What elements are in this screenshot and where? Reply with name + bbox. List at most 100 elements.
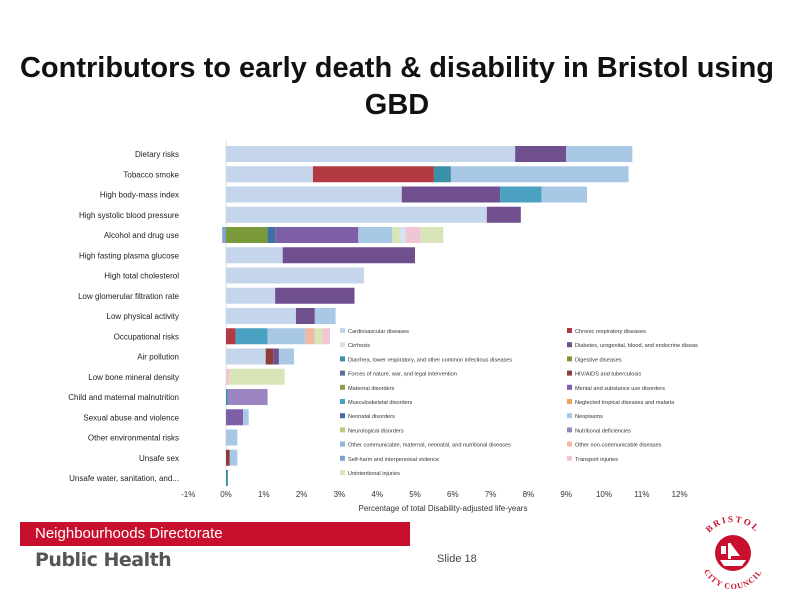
legend-label-nutritional-deficiencies: Nutritional deficiencies (575, 428, 631, 434)
logo-text-top: BRISTOL (704, 514, 761, 534)
x-tick-label: 10% (596, 490, 612, 499)
legend-swatch-mental-and-substance-use-disorders (567, 384, 572, 390)
bar-segment-neoplasms (566, 146, 633, 162)
x-tick-label: 9% (560, 490, 572, 499)
bar-segment-transport-injuries (226, 368, 230, 385)
bar-segment-transport-injuries (322, 328, 330, 345)
legend-label-unintentional-injuries: Unintentional injuries (348, 471, 400, 477)
category-label-low-physical-activity: Low physical activity (107, 312, 179, 321)
bar-segment-cardiovascular-diseases (226, 146, 516, 162)
legend-swatch-neoplasms (567, 413, 572, 419)
svg-text:CITY COUNCIL: CITY COUNCIL (702, 568, 764, 592)
bar-segment-diabetes-urogenital-blood-and-endocrine-diseases (515, 146, 567, 162)
x-tick-label: 1% (258, 490, 270, 499)
legend-label-diarrhea-lower-respiratory-and-other-common-infectious-diseases: Diarrhea, lower respiratory, and other c… (348, 357, 512, 363)
category-label-dietary-risks: Dietary risks (135, 150, 179, 159)
x-tick-label: 2% (296, 490, 308, 499)
legend-label-mental-and-substance-use-disorders: Mental and substance use disorders (575, 386, 665, 392)
legend-label-hiv-aids-and-tuberculosis: HIV/AIDS and tuberculosis (575, 372, 641, 378)
bar-segment-unintentional-injuries (420, 227, 444, 243)
bar-segment-neoplasms (226, 429, 238, 446)
bar-segment-neoplasms (541, 186, 587, 203)
category-label-air-pollution: Air pollution (137, 353, 179, 362)
legend-swatch-unintentional-injuries (340, 470, 345, 475)
category-label-high-body-mass-index: High body-mass index (100, 191, 179, 200)
bar-segment-unintentional-injuries (314, 328, 323, 345)
legend-label-digestive-diseases: Digestive diseases (575, 357, 622, 363)
legend-swatch-cardiovascular-diseases (340, 328, 345, 333)
bar-segment-unintentional-injuries (229, 368, 285, 385)
legend-swatch-neonatal-disorders (340, 413, 345, 419)
category-label-unsafe-water-sanitation-and: Unsafe water, sanitation, and... (69, 474, 179, 483)
x-tick-label: 4% (371, 490, 383, 499)
category-label-high-fasting-plasma-glucose: High fasting plasma glucose (79, 251, 180, 260)
bar-segment-neoplasms (314, 308, 336, 324)
x-axis-label: Percentage of total Disability-adjusted … (359, 504, 528, 513)
bar-segment-cardiovascular-diseases (226, 308, 296, 324)
risk-factor-chart: Dietary risks Tobacco smoke High body-mass… (10, 132, 698, 516)
public-health-label: Public Health (35, 549, 172, 571)
bar-segment-neoplasms (229, 449, 238, 466)
category-label-sexual-abuse-and-violence: Sexual abuse and violence (83, 413, 179, 422)
bar-segment-diarrhea-lower-respiratory-and-other-common-infectious-diseases (433, 166, 451, 183)
legend-label-neoplasms: Neoplasms (575, 414, 603, 420)
legend-swatch-other-communicable-maternal-neonatal-and-nutritional-diseases (340, 441, 345, 447)
bar-segment-cardiovascular-diseases (226, 267, 364, 284)
bar-segment-musculoskeletal-disorders (500, 186, 542, 203)
legend-label-cirrhosis: Cirrhosis (348, 343, 370, 349)
category-labels: Dietary risks Tobacco smoke High body-mass… (68, 150, 179, 483)
slide-title: Contributors to early death & disability… (19, 52, 775, 121)
x-tick-label: 11% (634, 490, 649, 499)
legend-swatch-diarrhea-lower-respiratory-and-other-common-infectious-diseases (340, 356, 345, 362)
category-label-occupational-risks: Occupational risks (114, 332, 179, 341)
bar-segment-nutritional-deficiencies (227, 389, 268, 405)
bar-segment-digestive-diseases (226, 227, 268, 243)
bar-segment-diabetes-urogenital-blood-and-endocrine-diseases (401, 186, 501, 203)
bar-segment-transport-injuries (405, 227, 421, 243)
legend-label-self-harm-and-interpersonal-violence: Self-harm and interpersonal violence (348, 457, 439, 463)
x-tick-label: 5% (409, 490, 421, 499)
legend-swatch-nutritional-deficiencies (567, 427, 572, 433)
legend-label-chronic-respiratory-diseases: Chronic respiratory diseases (575, 329, 646, 335)
legend-swatch-chronic-respiratory-diseases (567, 328, 572, 333)
bar-segment-diabetes-urogenital-blood-and-endocrine-diseases (486, 206, 521, 223)
chart-legend: Cardiovascular diseases Chronic respirato… (340, 328, 698, 477)
chart-bars (222, 146, 633, 486)
bar-segment-mental-and-substance-use-disorders (226, 409, 244, 426)
bar-segment-cardiovascular-diseases (226, 206, 487, 223)
legend-swatch-transport-injuries (567, 455, 572, 461)
category-label-unsafe-sex: Unsafe sex (139, 454, 179, 463)
bar-segment-cardiovascular-diseases (226, 247, 283, 264)
legend-label-transport-injuries: Transport injuries (575, 457, 618, 463)
slide-number: Slide 18 (437, 553, 477, 565)
bar-segment-diabetes-urogenital-blood-and-endocrine-diseases (275, 287, 355, 304)
x-tick-label: -1% (181, 490, 195, 499)
bar-segment-cardiovascular-diseases (226, 287, 276, 304)
bar-segment-cardiovascular-diseases (226, 348, 266, 365)
directorate-label: Neighbourhoods Directorate (35, 525, 223, 542)
legend-swatch-self-harm-and-interpersonal-violence (340, 455, 345, 461)
bar-segment-neoplasms (267, 328, 306, 345)
legend-label-neglected-tropical-diseases-and-malaria: Neglected tropical diseases and malaria (575, 400, 675, 406)
bar-segment-cardiovascular-diseases (226, 186, 402, 203)
category-label-tobacco-smoke: Tobacco smoke (123, 170, 179, 179)
legend-label-diabetes-urogenital-blood-and-endocrine-diseases: Diabetes, urogenital, blood, and endocri… (575, 343, 698, 349)
x-tick-label: 12% (672, 490, 688, 499)
bar-segment-self-harm-and-interpersonal-violence (222, 227, 226, 243)
legend-swatch-cirrhosis (340, 342, 345, 348)
logo-text-bottom: CITY COUNCIL (702, 568, 763, 592)
legend-swatch-forces-of-nature-war-and-legal-intervention (340, 370, 345, 376)
x-tick-label: 7% (485, 490, 497, 499)
legend-label-other-non-communicable-diseases: Other non-communicable diseases (575, 443, 662, 449)
bar-segment-neonatal-disorders (267, 227, 276, 243)
legend-swatch-neglected-tropical-diseases-and-malaria (567, 399, 572, 404)
category-label-low-glomerular-filtration-rate: Low glomerular filtration rate (78, 292, 179, 301)
category-label-child-and-maternal-malnutrition: Child and maternal malnutrition (68, 393, 179, 402)
legend-label-cardiovascular-diseases: Cardiovascular diseases (348, 329, 409, 335)
x-tick-label: 0% (220, 490, 232, 499)
bar-segment-cirrhosis (399, 227, 406, 243)
legend-label-maternal-disorders: Maternal disorders (348, 386, 395, 392)
x-tick-label: 3% (334, 490, 346, 499)
legend-label-forces-of-nature-war-and-legal-intervention: Forces of nature, war, and legal interve… (348, 372, 457, 378)
legend-swatch-hiv-aids-and-tuberculosis (567, 370, 572, 376)
